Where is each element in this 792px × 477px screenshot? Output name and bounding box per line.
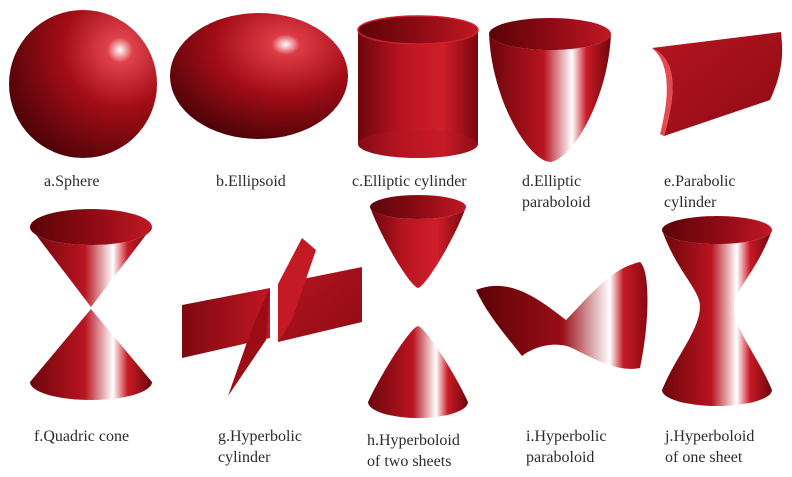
hyperboloid-two-sheets-surface [368, 195, 468, 418]
caption-hyperboloid-one-sheet: j.Hyperboloid of one sheet [665, 428, 755, 466]
caption-elliptic-cylinder: c.Elliptic cylinder [352, 173, 467, 190]
hyperboloid-one-sheet-surface [662, 216, 772, 406]
caption-ellipsoid: b.Ellipsoid [216, 173, 286, 190]
caption-hyperboloid-two-sheets: h.Hyperboloid of two sheets [367, 432, 460, 470]
elliptic-cylinder-surface [357, 15, 479, 158]
caption-quadric-cone: f.Quadric cone [34, 428, 130, 445]
sphere-surface [9, 10, 157, 158]
caption-parabolic-cylinder: e.Parabolic cylinder [664, 173, 736, 211]
hyperbolic-cylinder-surface [182, 238, 362, 396]
caption-sphere: a.Sphere [44, 173, 100, 190]
parabolic-cylinder-surface [652, 32, 783, 136]
caption-hyperbolic-cylinder: g.Hyperbolic cylinder [218, 428, 302, 466]
quadric-cone-surface [30, 209, 152, 400]
hyperbolic-paraboloid-surface [476, 262, 648, 369]
caption-hyperbolic-paraboloid: i.Hyperbolic paraboloid [526, 428, 607, 466]
elliptic-paraboloid-surface [489, 18, 611, 162]
caption-elliptic-paraboloid: d.Elliptic paraboloid [522, 173, 591, 211]
ellipsoid-surface [170, 13, 348, 139]
